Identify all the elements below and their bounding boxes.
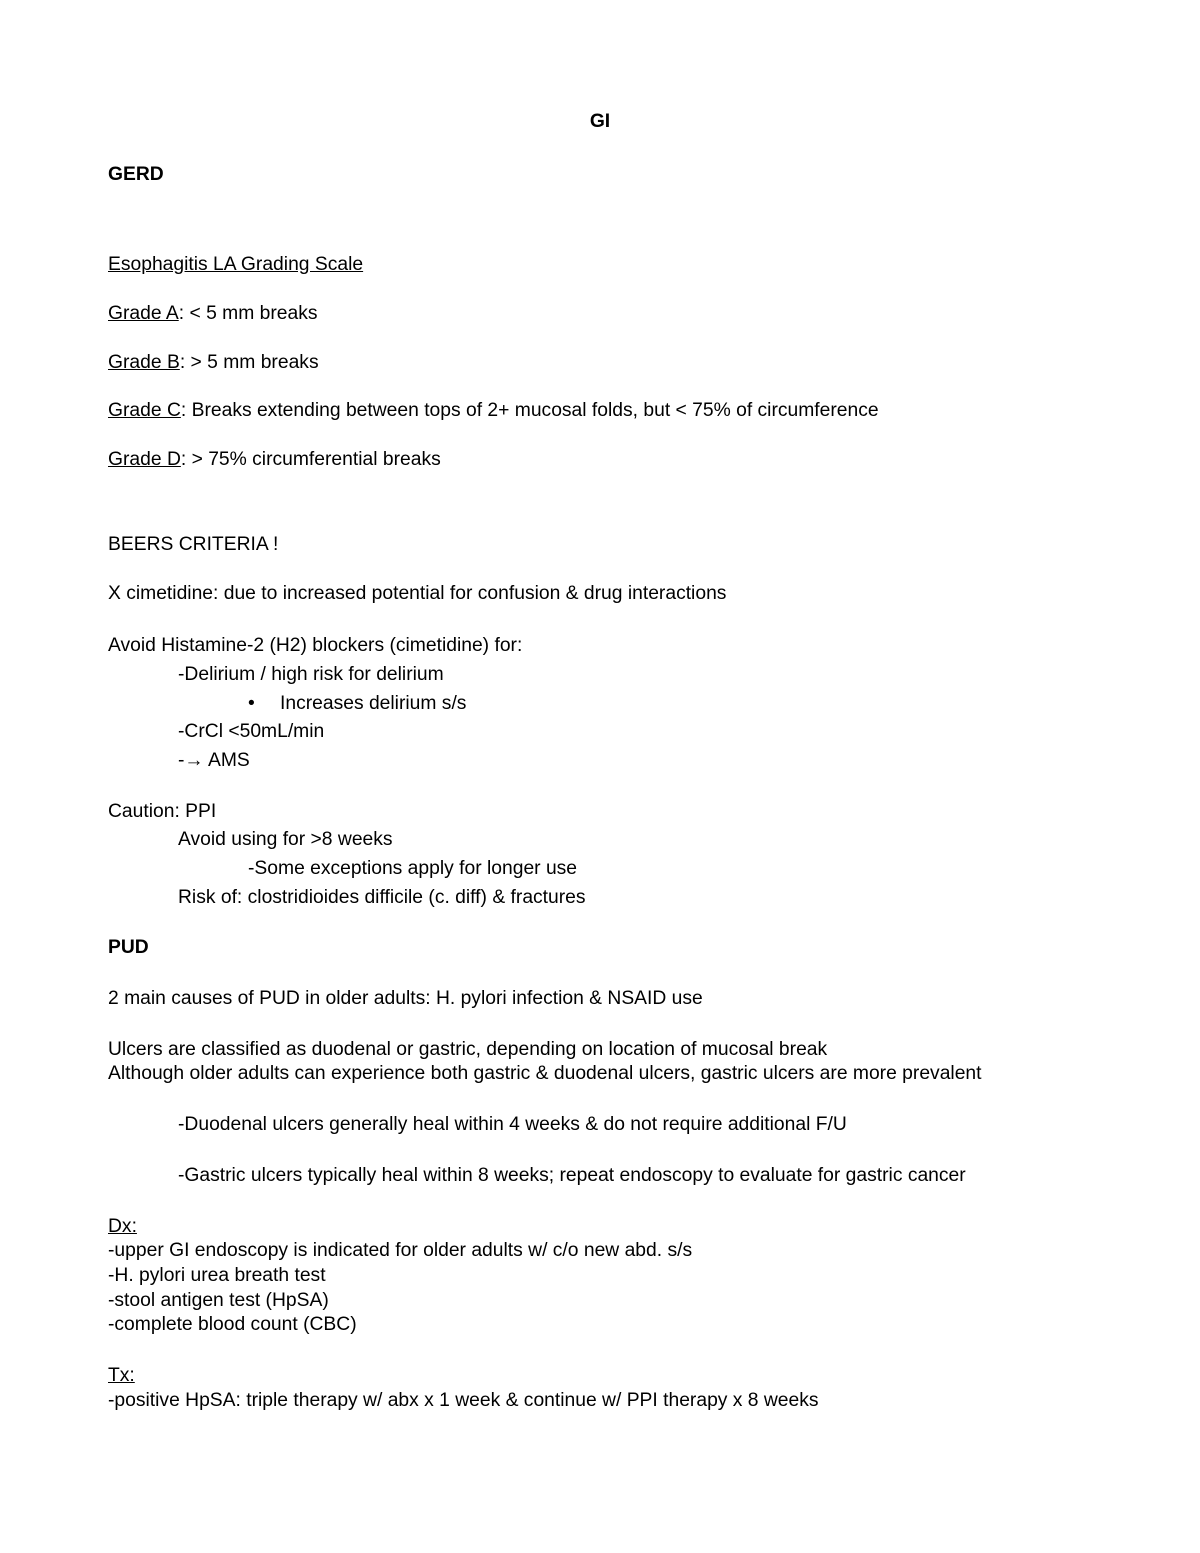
list-item: -H. pylori urea breath test bbox=[108, 1264, 1092, 1289]
grade-label: Grade A bbox=[108, 303, 179, 324]
grade-sep: : bbox=[179, 303, 190, 324]
heading-tx: Tx: bbox=[108, 1364, 1092, 1389]
text-ppi-risk: Risk of: clostridioides difficile (c. di… bbox=[108, 886, 1092, 911]
list-item: -stool antigen test (HpSA) bbox=[108, 1289, 1092, 1314]
text-class2: Although older adults can experience bot… bbox=[108, 1062, 1092, 1087]
grade-sep: : bbox=[181, 400, 192, 421]
list-item: -positive HpSA: triple therapy w/ abx x … bbox=[108, 1389, 1092, 1414]
text-caution-ppi: Caution: PPI bbox=[108, 800, 1092, 825]
text-increases: Increases delirium s/s bbox=[280, 692, 466, 717]
document-page: GI GERD Esophagitis LA Grading Scale Gra… bbox=[0, 0, 1200, 1553]
page-title: GI bbox=[108, 110, 1092, 135]
text-gastric: -Gastric ulcers typically heal within 8 … bbox=[108, 1164, 1092, 1189]
text-class1: Ulcers are classified as duodenal or gas… bbox=[108, 1038, 1092, 1063]
grade-text: > 5 mm breaks bbox=[191, 352, 319, 373]
text-avoid-h2: Avoid Histamine-2 (H2) blockers (cimetid… bbox=[108, 634, 1092, 659]
text-ppi-avoid: Avoid using for >8 weeks bbox=[108, 828, 1092, 853]
grade-line: Grade C: Breaks extending between tops o… bbox=[108, 399, 1092, 424]
grade-text: > 75% circumferential breaks bbox=[192, 449, 441, 470]
grade-label: Grade C bbox=[108, 400, 181, 421]
grade-text: < 5 mm breaks bbox=[189, 303, 317, 324]
text-crcl: -CrCl <50mL/min bbox=[108, 720, 1092, 745]
bullet-increases: • Increases delirium s/s bbox=[108, 692, 1092, 717]
text-cimetidine: X cimetidine: due to increased potential… bbox=[108, 582, 1092, 607]
grade-line: Grade D: > 75% circumferential breaks bbox=[108, 448, 1092, 473]
heading-pud: PUD bbox=[108, 936, 1092, 961]
heading-beers: BEERS CRITERIA ! bbox=[108, 533, 1092, 558]
grade-text: Breaks extending between tops of 2+ muco… bbox=[192, 400, 879, 421]
grade-sep: : bbox=[181, 449, 192, 470]
heading-gerd: GERD bbox=[108, 163, 1092, 188]
grade-label: Grade B bbox=[108, 352, 180, 373]
text-pud-causes: 2 main causes of PUD in older adults: H.… bbox=[108, 987, 1092, 1012]
grade-label: Grade D bbox=[108, 449, 181, 470]
heading-la-scale: Esophagitis LA Grading Scale bbox=[108, 253, 1092, 278]
heading-dx: Dx: bbox=[108, 1215, 1092, 1240]
text-ppi-exceptions: -Some exceptions apply for longer use bbox=[108, 857, 1092, 882]
list-item: -complete blood count (CBC) bbox=[108, 1313, 1092, 1338]
text-delirium: -Delirium / high risk for delirium bbox=[108, 663, 1092, 688]
bullet-icon: • bbox=[248, 692, 280, 717]
text-duodenal: -Duodenal ulcers generally heal within 4… bbox=[108, 1113, 1092, 1138]
text-ams: -→ AMS bbox=[108, 749, 1092, 774]
list-item: -upper GI endoscopy is indicated for old… bbox=[108, 1239, 1092, 1264]
grade-line: Grade B: > 5 mm breaks bbox=[108, 351, 1092, 376]
grade-line: Grade A: < 5 mm breaks bbox=[108, 302, 1092, 327]
grade-sep: : bbox=[180, 352, 191, 373]
